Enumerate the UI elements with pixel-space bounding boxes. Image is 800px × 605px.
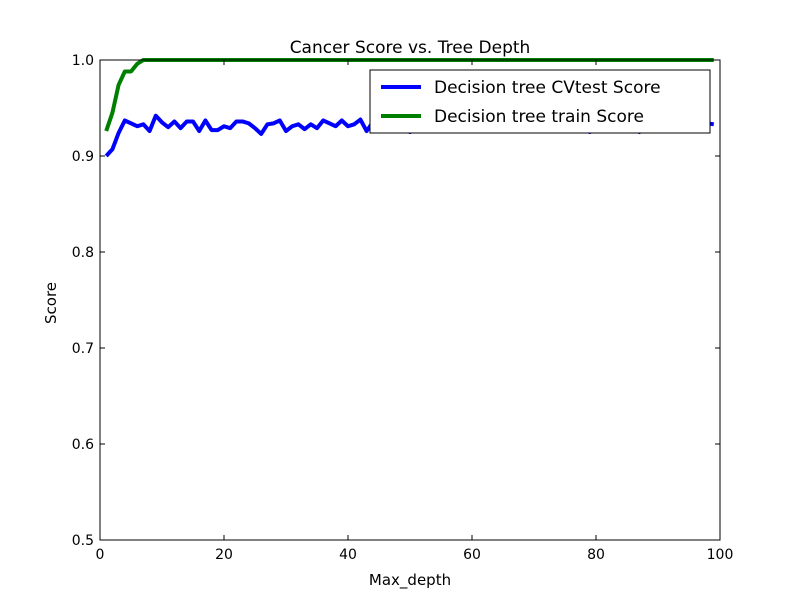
legend-label: Decision tree CVtest Score (434, 78, 661, 98)
y-tick-label: 0.6 (72, 437, 94, 453)
x-tick-label: 60 (463, 547, 481, 563)
x-tick-label: 20 (215, 547, 233, 563)
legend-box (369, 69, 711, 134)
plot-frame (99, 59, 721, 541)
tick-layer: 0 20 40 60 80 100 0.5 0.6 0.7 0.8 0.9 1.0 (72, 53, 734, 563)
chart-title: Cancer Score vs. Tree Depth (290, 38, 531, 58)
x-tick-label: 40 (339, 547, 357, 563)
y-tick-label: 0.7 (72, 341, 94, 357)
legend: Decision tree CVtest Score Decision tree … (369, 69, 711, 134)
x-tick-label: 80 (587, 547, 605, 563)
y-tick-label: 0.5 (72, 533, 94, 549)
y-tick-label: 0.8 (72, 245, 94, 261)
x-tick-label: 100 (707, 547, 734, 563)
x-tick-label: 0 (96, 547, 105, 563)
y-tick-label: 1.0 (72, 53, 94, 69)
y-axis-label: Score (42, 282, 60, 324)
x-axis-label: Max_depth (369, 571, 451, 590)
y-tick-label: 0.9 (72, 149, 94, 165)
legend-label: Decision tree train Score (434, 107, 644, 127)
